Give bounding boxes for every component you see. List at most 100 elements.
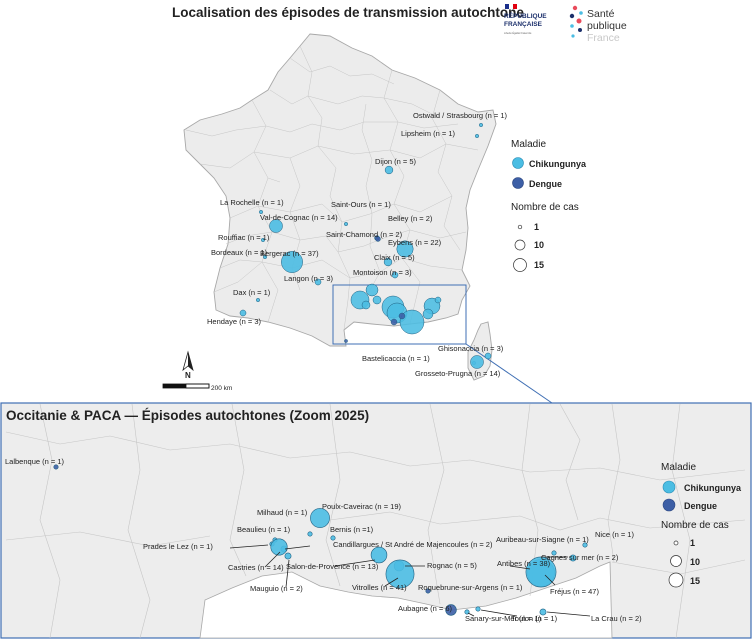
main-label-ghisonaccia-n-3: Ghisonaccia (n = 3): [438, 344, 504, 353]
main-label-langon-n-3: Langon (n = 3): [284, 274, 333, 283]
rf-motto: Liberté Égalité Fraternité: [504, 32, 532, 35]
zoom-legend-chik-label: Chikungunya: [684, 483, 742, 493]
main-label-belley-n-2: Belley (n = 2): [388, 214, 433, 223]
department-borders: [185, 45, 479, 331]
legend-chik-swatch: [512, 157, 524, 169]
zoom-dot-bernis-n-1: [330, 535, 336, 541]
zoom-leader-mauguio-n-2: [285, 559, 290, 588]
main-dot-langon-n-3: [314, 278, 322, 286]
zoom-legend-size-1: [673, 540, 679, 546]
zoom-title: Occitanie & PACA — Épisodes autochtones …: [6, 408, 369, 423]
zoom-label-antibes-n-38: Antibes (n = 38): [497, 559, 551, 568]
main-label-val-de-cognac-n-14: Val-de-Cognac (n = 14): [260, 213, 338, 222]
main-label-saint-chamond-n-2: Saint-Chamond (n = 2): [326, 230, 403, 239]
legend-size-15: [513, 258, 527, 272]
north-label: N: [185, 371, 191, 380]
zoom-label-beaulieu-n-1: Beaulieu (n = 1): [237, 525, 291, 534]
zoom-leader-candillargues-st-andre-de-majencoules-n-2: [284, 545, 311, 550]
zoom-label-mauguio-n-2: Mauguio (n = 2): [250, 584, 303, 593]
main-dot-val-de-cognac-n-14: [269, 219, 283, 233]
main-dot-bergerac-n-37: [281, 251, 303, 273]
zoom-label-roquebrune-sur-argens-n-1: Roquebrune-sur-Argens (n = 1): [418, 583, 523, 592]
main-dot-ghisonaccia-n-3: [484, 352, 492, 360]
legend-cases-title: Nombre de cas: [511, 202, 579, 213]
zoom-leader-prades-le-lez-n-1: [229, 544, 269, 549]
main-dot-hendaye-n-3: [239, 309, 247, 317]
zoom-legend-size-10: [670, 555, 682, 567]
zoom-leader-antibes-n-38: [509, 565, 531, 570]
main-label-dijon-n-5: Dijon (n = 5): [375, 157, 417, 166]
zoom-panel: Occitanie & PACA — Épisodes autochtones …: [0, 402, 752, 639]
zoom-dot-toulon-n-1: [475, 606, 481, 612]
main-map-labels: Ostwald / Strasbourg (n = 1) Lipsheim (n …: [207, 111, 508, 378]
zoom-leader-castries-n-14: [264, 551, 281, 568]
zoom-dot-cagnes-sur-mer-n-2: [569, 554, 577, 562]
main-zoom-region-dot-10: [434, 296, 442, 304]
zoom-label-vitrolles-n-41: Vitrolles (n = 41): [352, 583, 407, 592]
zoom-legend-size-15-label: 15: [690, 576, 700, 586]
zoom-legend-size-15: [668, 572, 684, 588]
zoom-label-frejus-n-47: Fréjus (n = 47): [550, 587, 599, 596]
zoom-legend: Maladie Chikungunya Dengue Nombre de cas…: [661, 462, 742, 588]
main-label-la-rochelle-n-1: La Rochelle (n = 1): [220, 198, 284, 207]
main-zoom-region-dot-7: [399, 309, 425, 335]
zoom-label-auribeau-sur-siagne-n-1: Auribeau-sur-Siagne (n = 1): [496, 535, 589, 544]
republique-francaise-logo: RÉPUBLIQUE FRANÇAISE Liberté Égalité Fra…: [504, 4, 547, 35]
zoom-label-candillargues-st-andre-de-majencoules-n-2: Candillargues / St André de Majencoules …: [333, 540, 493, 549]
zoom-legend-disease-title: Maladie: [661, 462, 696, 473]
france-map: [183, 33, 497, 381]
zoom-label-poulx-caveirac-n-19: Poulx-Caveirac (n = 19): [322, 502, 401, 511]
main-dot-montoison-n-3: [391, 271, 399, 279]
main-label-claix-n-5: Claix (n = 5): [374, 253, 415, 262]
zoom-sea: [199, 561, 613, 639]
zoom-dot-auribeau-sur-siagne-n-1: [551, 550, 557, 556]
main-label-bastelicaccia-n-1: Bastelicaccia (n = 1): [362, 354, 430, 363]
main-label-bordeaux-n-1: Bordeaux (n = 1): [211, 248, 268, 257]
zoom-map-leaders: [229, 544, 591, 617]
main-label-montoison-n-3: Montoison (n = 3): [353, 268, 412, 277]
zoom-dot-castries-n-14: [270, 538, 288, 556]
zoom-dot-lalbenque-n-1: [53, 464, 59, 470]
scale-bar: 200 km: [162, 383, 232, 392]
zoom-dot-la-crau-n-2: [539, 608, 547, 616]
main-label-grosseto-prugna-n-14: Grosseto-Prugna (n = 14): [415, 369, 501, 378]
main-label-eybens-n-22: Eybens (n = 22): [388, 238, 442, 247]
main-dot-dax-n-1: [256, 298, 260, 302]
main-zoom-region-dot-11: [344, 339, 348, 343]
zoom-label-la-crau-n-2: La Crau (n = 2): [591, 614, 642, 623]
zoom-label-castries-n-14: Castries (n = 14): [228, 563, 284, 572]
zoom-legend-size-10-label: 10: [690, 557, 700, 567]
zoom-dot-salon-de-provence-n-13: [370, 546, 388, 564]
main-label-ostwald-strasbourg-n-1: Ostwald / Strasbourg (n = 1): [413, 111, 508, 120]
main-dot-eybens-n-22: [396, 240, 414, 258]
main-label-hendaye-n-3: Hendaye (n = 3): [207, 317, 261, 326]
main-dot-bordeaux-n-1: [263, 255, 267, 259]
legend-size-10: [514, 239, 526, 251]
zoom-dot-poulx-caveirac-n-19: [310, 508, 330, 528]
zoom-map-dots: [53, 464, 588, 616]
spf-line3: France: [587, 32, 620, 44]
zoom-dot-mauguio-n-2: [284, 552, 292, 560]
zoom-label-cagnes-sur-mer-n-2: Cagnes sur mer (n = 2): [541, 553, 619, 562]
zoom-dot-nice-n-1: [582, 542, 588, 548]
legend: Maladie Chikungunya Dengue Nombre de cas…: [511, 139, 587, 272]
main-zoom-region-dot-9: [422, 308, 434, 320]
main-dot-dijon-n-5: [384, 165, 394, 175]
legend-dengue-swatch: [512, 177, 524, 189]
main-dot-la-rochelle-n-1: [259, 210, 263, 214]
legend-size-1-label: 1: [534, 222, 539, 232]
zoom-label-lalbenque-n-1: Lalbenque (n = 1): [5, 457, 65, 466]
zoom-leader-vitrolles-n-41: [384, 577, 399, 587]
zoom-leader-sanary-sur-mer-n-1: [467, 612, 475, 617]
legend-size-15-label: 15: [534, 260, 544, 270]
zoom-label-rognac-n-5: Rognac (n = 5): [427, 561, 477, 570]
zoom-leader-frejus-n-47: [544, 574, 556, 586]
main-dot-claix-n-5: [383, 257, 393, 267]
main-map-dots: [239, 123, 492, 369]
zoom-leader-la-crau-n-2: [546, 611, 591, 617]
zoom-label-prades-le-lez-n-1: Prades le Lez (n = 1): [143, 542, 213, 551]
main-zoom-region-dot-3: [372, 295, 382, 305]
legend-chik-label: Chikungunya: [529, 159, 587, 169]
main-zoom-region-dot-13: [398, 312, 406, 320]
